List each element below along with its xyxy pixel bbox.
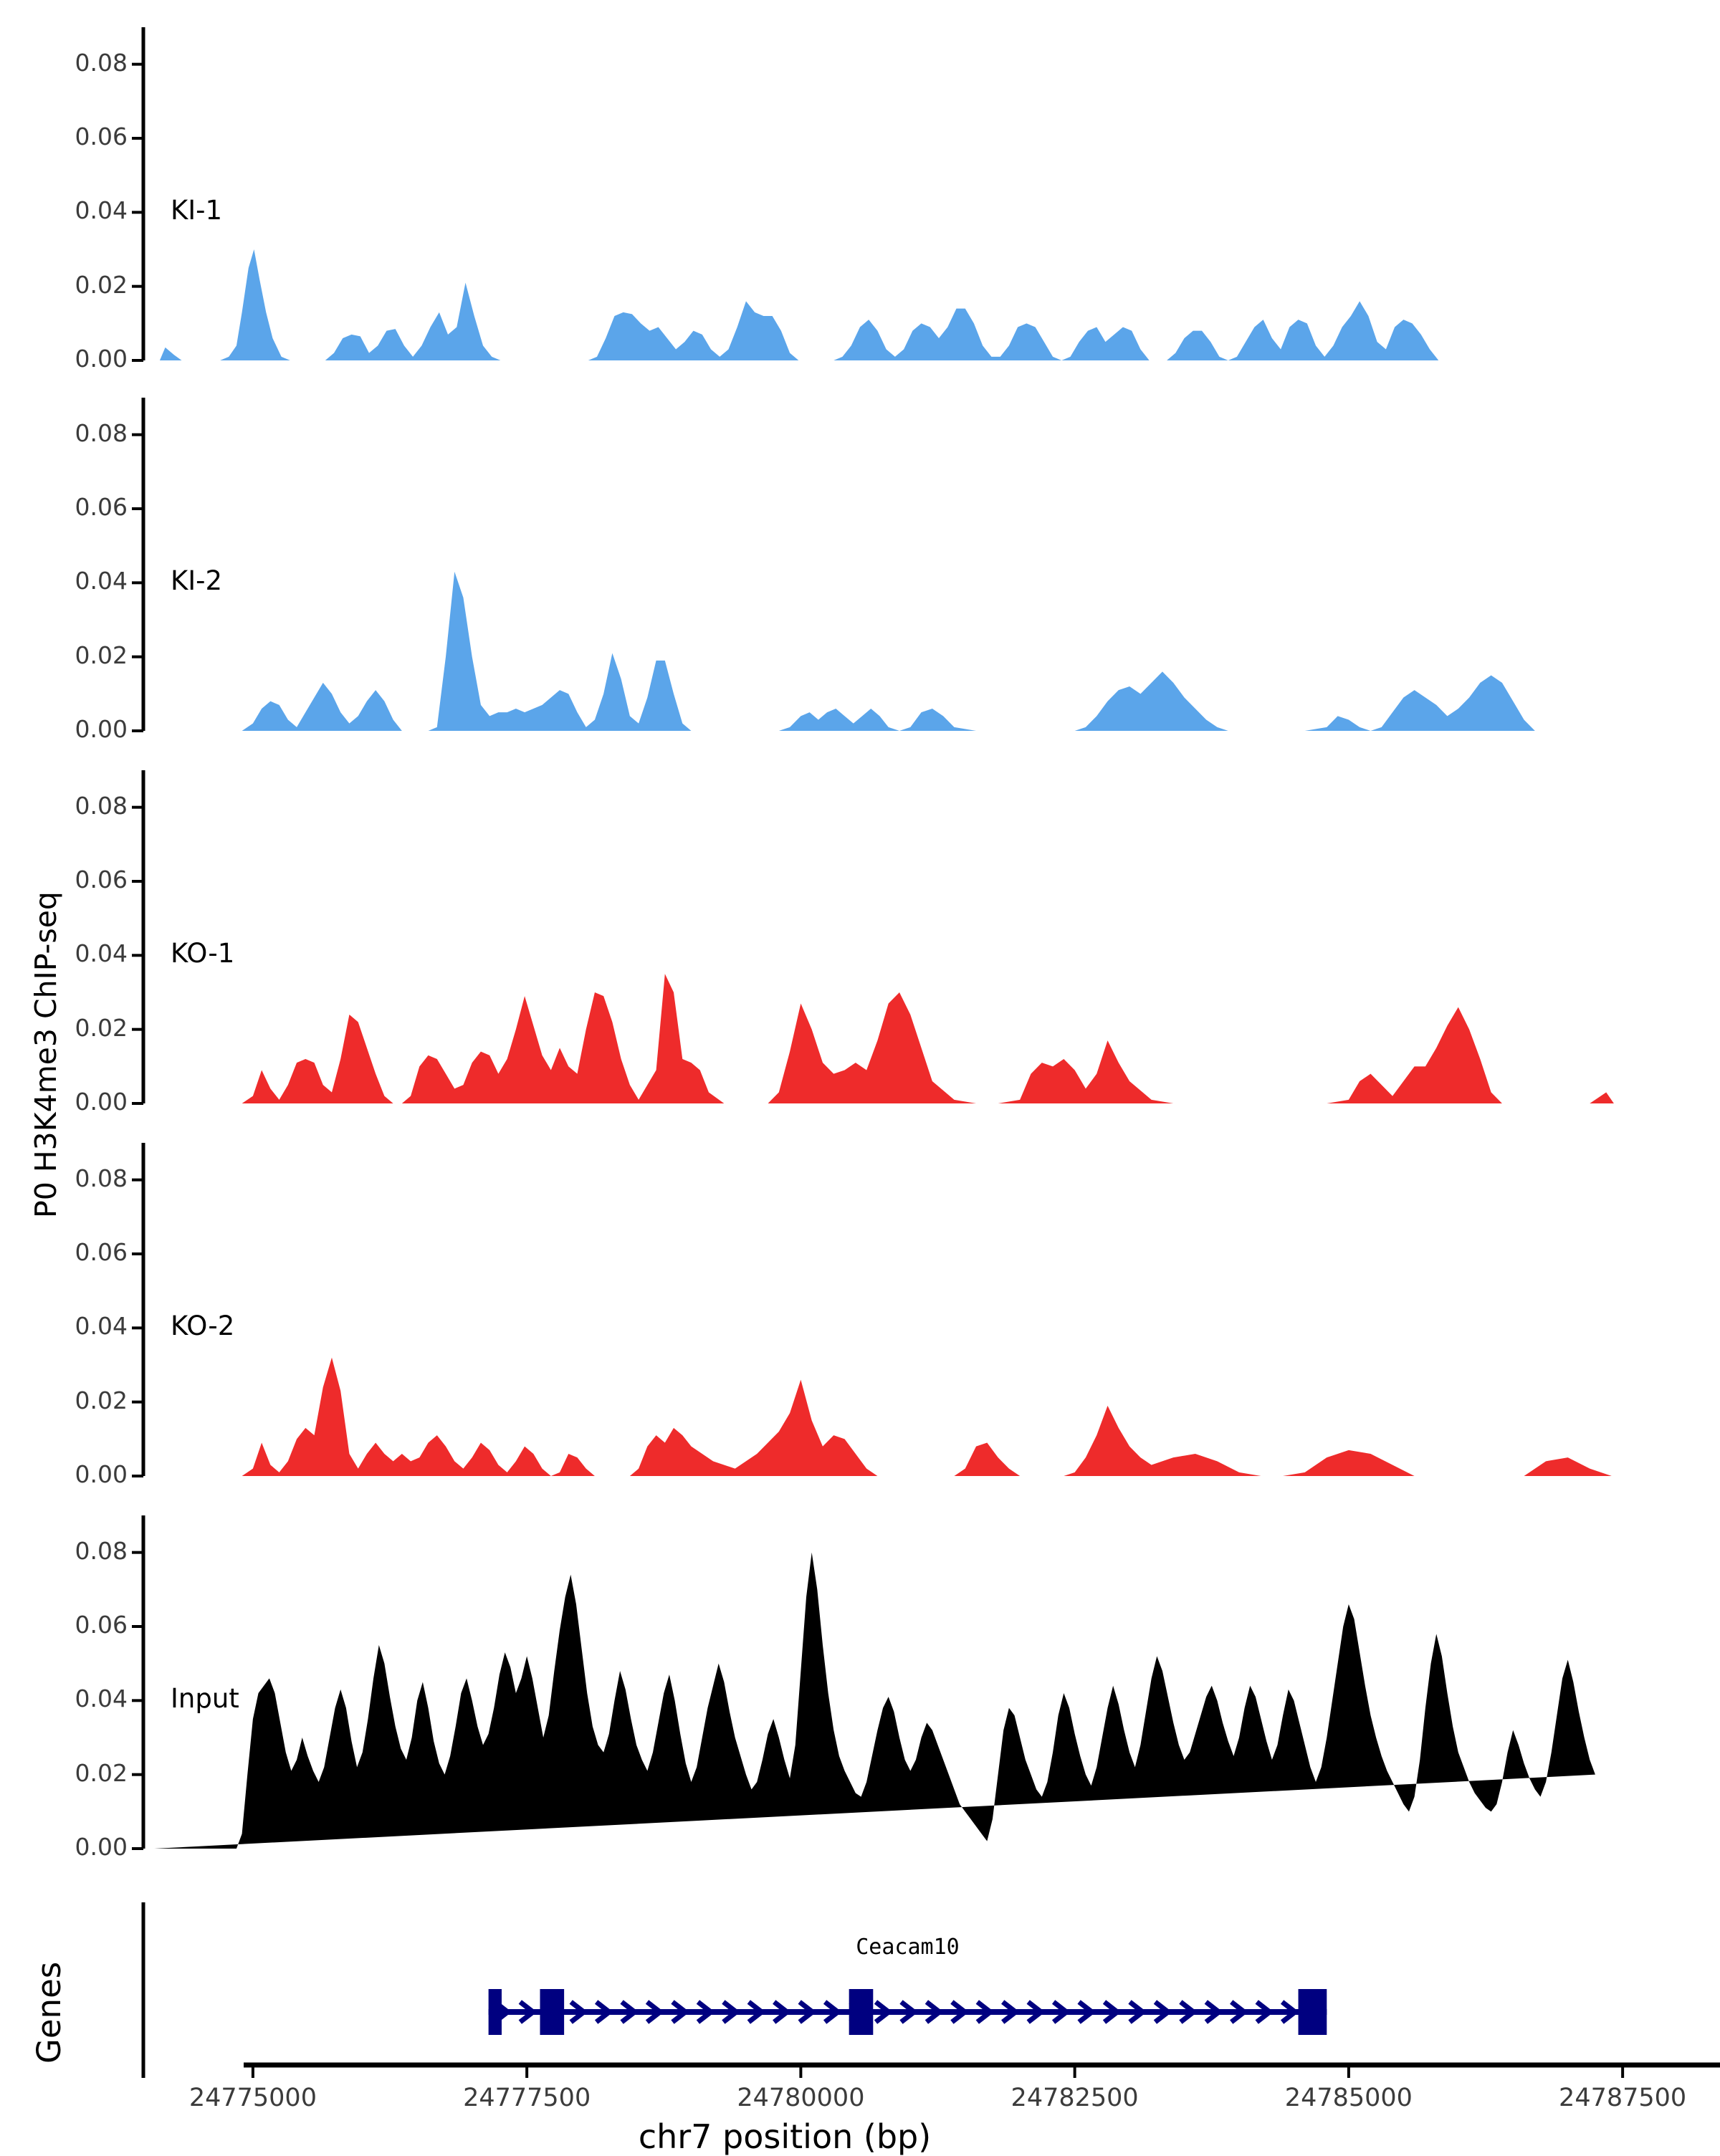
gene-strand-arrow-icon bbox=[1026, 2000, 1046, 2024]
x-tick-label: 24780000 bbox=[737, 2084, 865, 2112]
x-axis bbox=[244, 2062, 1720, 2078]
y-tick-label: 0.06 bbox=[75, 866, 128, 893]
gene-strand-arrow-icon bbox=[1280, 2000, 1299, 2024]
coverage-area-ko-1 bbox=[154, 974, 1614, 1103]
gene-strand-arrow-icon bbox=[924, 2000, 944, 2024]
gene-strand-arrow-icon bbox=[1077, 2000, 1096, 2024]
track-plot-ki-1 bbox=[132, 27, 1597, 362]
gene-strand-arrow-icon bbox=[747, 2000, 766, 2024]
track-label-ki-2: KI-2 bbox=[171, 565, 223, 597]
y-tick-label: 0.06 bbox=[75, 493, 128, 521]
y-tick-label: 0.08 bbox=[75, 1164, 128, 1192]
y-tick-label: 0.04 bbox=[75, 567, 128, 595]
gene-strand-arrow-icon bbox=[671, 2000, 690, 2024]
x-tick-label: 24787500 bbox=[1559, 2084, 1687, 2112]
gene-strand-arrow-icon bbox=[1204, 2000, 1223, 2024]
y-tick-label: 0.02 bbox=[75, 1013, 128, 1042]
y-tick-label: 0.08 bbox=[75, 1536, 128, 1565]
y-tick-label: 0.04 bbox=[75, 196, 128, 225]
coverage-area-input bbox=[154, 1552, 1595, 1849]
track-plot-ko-2 bbox=[132, 1143, 1612, 1477]
gene-strand-arrow-icon bbox=[975, 2000, 995, 2024]
gene-strand-arrow-icon bbox=[773, 2000, 791, 2024]
track-label-ko-2: KO-2 bbox=[171, 1311, 235, 1342]
gene-strand-arrow-icon bbox=[1255, 2000, 1274, 2024]
genes-track-plot bbox=[141, 1902, 1327, 2078]
gene-strand-arrow-icon bbox=[1102, 2000, 1122, 2024]
gene-strand-arrow-icon bbox=[594, 2000, 613, 2024]
y-tick-label: 0.02 bbox=[75, 270, 128, 299]
coverage-area-ki-1 bbox=[154, 249, 1597, 360]
track-label-ki-1: KI-1 bbox=[171, 195, 223, 226]
gene-name-label: Ceacam10 bbox=[856, 1935, 960, 1960]
y-tick-label: 0.00 bbox=[75, 1833, 128, 1861]
y-tick-label: 0.08 bbox=[75, 48, 128, 77]
gene-exon-box bbox=[488, 1989, 502, 2035]
gene-exon-box bbox=[1298, 1989, 1327, 2035]
gene-strand-arrow-icon bbox=[1051, 2000, 1071, 2024]
gene-strand-arrow-icon bbox=[950, 2000, 970, 2024]
y-tick-label: 0.00 bbox=[75, 1460, 128, 1488]
y-tick-label: 0.04 bbox=[75, 1312, 128, 1341]
gene-strand-arrow-icon bbox=[798, 2000, 817, 2024]
gene-strand-arrow-icon bbox=[1179, 2000, 1198, 2024]
gene-strand-arrow-icon bbox=[1128, 2000, 1147, 2024]
x-tick-label: 24785000 bbox=[1284, 2084, 1413, 2112]
x-tick-label: 24775000 bbox=[188, 2084, 317, 2112]
y-tick-label: 0.00 bbox=[75, 345, 128, 373]
x-tick-label: 24777500 bbox=[463, 2084, 591, 2112]
y-tick-label: 0.06 bbox=[75, 1611, 128, 1639]
gene-exon-box bbox=[540, 1989, 565, 2035]
gene-strand-arrow-icon bbox=[620, 2000, 639, 2024]
gene-strand-arrow-icon bbox=[899, 2000, 919, 2024]
y-tick-label: 0.02 bbox=[75, 1386, 128, 1414]
gene-strand-arrow-icon bbox=[1230, 2000, 1248, 2024]
y-tick-label: 0.04 bbox=[75, 1685, 128, 1713]
gene-strand-arrow-icon bbox=[823, 2000, 842, 2024]
gene-strand-arrow-icon bbox=[874, 2000, 893, 2024]
y-tick-label: 0.00 bbox=[75, 1088, 128, 1116]
coverage-area-ko-2 bbox=[154, 1357, 1612, 1476]
y-tick-label: 0.02 bbox=[75, 641, 128, 669]
track-plot-input bbox=[132, 1515, 1595, 1850]
y-tick-label: 0.00 bbox=[75, 715, 128, 743]
y-tick-label: 0.06 bbox=[75, 123, 128, 150]
y-tick-label: 0.08 bbox=[75, 791, 128, 820]
gene-strand-arrow-icon bbox=[645, 2000, 664, 2024]
gene-strand-arrow-icon bbox=[696, 2000, 715, 2024]
gene-strand-arrow-icon bbox=[722, 2000, 741, 2024]
y-tick-label: 0.02 bbox=[75, 1758, 128, 1787]
x-tick-label: 24782500 bbox=[1010, 2084, 1139, 2112]
y-tick-label: 0.04 bbox=[75, 939, 128, 968]
gene-exon-box bbox=[849, 1989, 874, 2035]
y-tick-label: 0.08 bbox=[75, 418, 128, 447]
track-plot-ki-2 bbox=[132, 398, 1590, 732]
gene-strand-arrow-icon bbox=[1153, 2000, 1172, 2024]
coverage-area-ki-2 bbox=[154, 571, 1590, 731]
gene-strand-arrow-icon bbox=[569, 2000, 588, 2024]
track-plot-ko-1 bbox=[132, 770, 1614, 1105]
track-label-input: Input bbox=[171, 1683, 239, 1715]
y-tick-label: 0.06 bbox=[75, 1238, 128, 1266]
gene-strand-arrow-icon bbox=[1001, 2000, 1020, 2024]
gene-strand-arrow-icon bbox=[518, 2000, 538, 2024]
track-label-ko-1: KO-1 bbox=[171, 938, 235, 969]
